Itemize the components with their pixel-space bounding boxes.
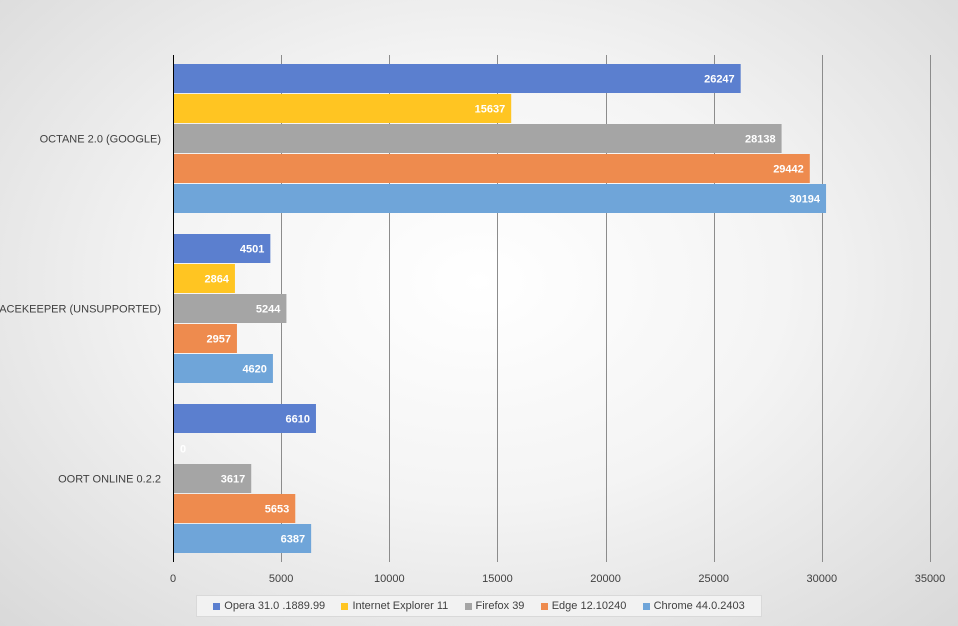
- legend-item: Firefox 39: [464, 600, 525, 612]
- legend-label: Internet Explorer 11: [352, 600, 449, 612]
- bar: [173, 404, 316, 433]
- x-tick-label: 10000: [374, 573, 405, 585]
- category-label: OCTANE 2.0 (GOOGLE): [40, 134, 161, 146]
- x-tick-label: 15000: [482, 573, 513, 585]
- bar: [173, 464, 252, 493]
- bar: [173, 94, 512, 123]
- legend-label: Chrome 44.0.2403: [653, 600, 745, 612]
- x-tick-label: 25000: [698, 573, 729, 585]
- bar: [173, 264, 235, 293]
- bar: [173, 324, 237, 353]
- legend-swatch: [540, 602, 548, 610]
- bar: [173, 184, 827, 213]
- data-label: 2864: [204, 274, 229, 286]
- legend-swatch: [213, 602, 221, 610]
- legend-label: Firefox 39: [475, 600, 525, 612]
- x-tick-label: 5000: [269, 573, 293, 585]
- bar: [173, 64, 741, 93]
- x-tick-label: 0: [170, 573, 176, 585]
- data-label: 4620: [242, 364, 266, 376]
- category-label: OORT ONLINE 0.2.2: [58, 474, 161, 486]
- legend-item: Chrome 44.0.2403: [642, 600, 745, 612]
- data-label: 29442: [773, 164, 804, 176]
- legend-swatch: [464, 602, 472, 610]
- data-label: 6387: [281, 534, 305, 546]
- data-label: 0: [180, 444, 186, 456]
- legend-item: Internet Explorer 11: [341, 600, 448, 612]
- x-tick-label: 35000: [915, 573, 946, 585]
- data-label: 30194: [789, 194, 820, 206]
- legend-item: Opera 31.0 .1889.99: [213, 600, 325, 612]
- bar: [173, 234, 271, 263]
- bar: [173, 524, 312, 553]
- category-label: PEACEKEEPER (UNSUPPORTED): [0, 304, 161, 316]
- legend-swatch: [642, 602, 650, 610]
- data-label: 5244: [256, 304, 281, 316]
- data-label: 2957: [206, 334, 230, 346]
- x-tick-label: 30000: [807, 573, 838, 585]
- legend-label: Opera 31.0 .1889.99: [224, 600, 326, 612]
- legend-swatch: [341, 602, 349, 610]
- data-label: 28138: [745, 134, 776, 146]
- data-label: 5653: [265, 504, 289, 516]
- data-label: 6610: [285, 414, 309, 426]
- bar: [173, 154, 810, 183]
- data-label: 4501: [240, 244, 264, 256]
- x-tick-label: 20000: [590, 573, 621, 585]
- legend-label: Edge 12.10240: [551, 600, 627, 612]
- legend-item: Edge 12.10240: [540, 600, 627, 612]
- data-label: 15637: [475, 104, 506, 116]
- bar: [173, 124, 782, 153]
- bar: [173, 494, 296, 523]
- bar: [173, 354, 273, 383]
- legend: Opera 31.0 .1889.99 Internet Explorer 11 F…: [196, 595, 762, 617]
- bar: [173, 294, 287, 323]
- data-label: 3617: [221, 474, 245, 486]
- data-label: 26247: [704, 74, 735, 86]
